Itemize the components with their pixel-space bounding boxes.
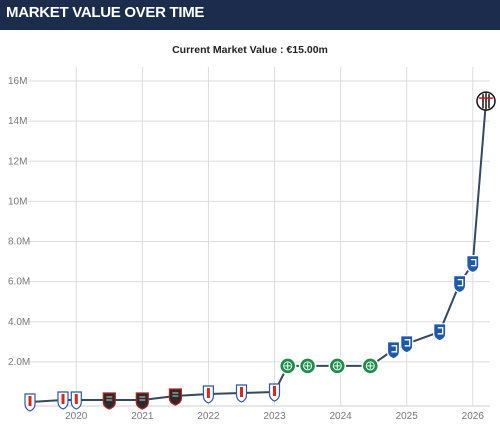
data-point[interactable] bbox=[433, 323, 447, 342]
celtic-crest-mark bbox=[304, 362, 311, 369]
celtic-crest-ring bbox=[365, 361, 375, 371]
data-point[interactable] bbox=[24, 393, 36, 412]
blue-crest-mark bbox=[437, 327, 444, 335]
celtic-crest-ring bbox=[303, 361, 313, 371]
french-crest-stripe bbox=[273, 386, 276, 396]
dark-crest-mark bbox=[106, 396, 113, 401]
french-crest-stripe bbox=[240, 387, 243, 397]
y-tick-label: 16M bbox=[8, 76, 27, 87]
celtic-crest-ring bbox=[283, 361, 293, 371]
data-point[interactable] bbox=[453, 275, 467, 294]
y-tick-label: 12M bbox=[8, 156, 27, 167]
x-tick-label: 2023 bbox=[263, 411, 286, 422]
y-tick-label: 4.0M bbox=[8, 317, 30, 328]
data-points bbox=[24, 91, 496, 412]
blue-crest-mark bbox=[391, 345, 398, 353]
french-crest-stripe bbox=[28, 396, 32, 406]
blue-crest-icon bbox=[386, 341, 401, 360]
y-tick-label: 10M bbox=[8, 196, 27, 207]
french-crest-stripe bbox=[61, 394, 65, 404]
data-point[interactable] bbox=[278, 357, 297, 375]
french-crest-stripe bbox=[74, 394, 78, 404]
data-point[interactable] bbox=[328, 357, 347, 375]
header-bar: MARKET VALUE OVER TIME bbox=[0, 0, 500, 30]
grid-layer bbox=[28, 67, 490, 407]
data-point[interactable] bbox=[70, 391, 82, 410]
x-axis: 2020 2021 2022 2023 2024 2025 2026 bbox=[65, 411, 484, 422]
blue-crest-icon bbox=[400, 335, 414, 354]
market-value-line bbox=[29, 101, 487, 403]
data-point[interactable] bbox=[361, 357, 380, 375]
data-point[interactable] bbox=[386, 341, 401, 360]
data-point[interactable] bbox=[135, 392, 149, 410]
x-tick-label: 2020 bbox=[65, 411, 88, 422]
data-point[interactable] bbox=[476, 91, 496, 111]
celtic-crest-mark bbox=[367, 362, 374, 369]
blue-crest-mark bbox=[457, 278, 464, 287]
y-axis: 2.0M 4.0M 6.0M 8.0M 10M 12M 14M 16M bbox=[8, 76, 30, 368]
data-point[interactable] bbox=[168, 388, 182, 406]
current-market-value: Current Market Value : €15.00m bbox=[172, 44, 328, 56]
blue-crest-icon bbox=[466, 255, 480, 274]
blue-crest-mark bbox=[470, 258, 477, 267]
bw-crest-stripes bbox=[482, 93, 490, 110]
dark-crest-icon bbox=[102, 392, 116, 410]
blue-crest-mark bbox=[404, 339, 411, 347]
x-tick-label: 2025 bbox=[396, 411, 419, 422]
x-tick-label: 2022 bbox=[197, 411, 220, 422]
x-tick-label: 2024 bbox=[329, 411, 352, 422]
celtic-crest-mark bbox=[284, 362, 291, 369]
data-point[interactable] bbox=[102, 392, 116, 410]
y-tick-label: 6.0M bbox=[8, 277, 30, 288]
data-point[interactable] bbox=[400, 335, 414, 354]
y-tick-label: 8.0M bbox=[8, 237, 30, 248]
page-title: MARKET VALUE OVER TIME bbox=[6, 4, 205, 21]
data-point[interactable] bbox=[298, 357, 317, 375]
dark-crest-icon bbox=[135, 392, 149, 410]
blue-crest-icon bbox=[433, 323, 447, 342]
dark-crest-icon bbox=[168, 388, 182, 406]
data-point[interactable] bbox=[57, 391, 69, 410]
data-point[interactable] bbox=[268, 383, 281, 402]
blue-crest-icon bbox=[453, 275, 467, 294]
y-tick-label: 14M bbox=[8, 116, 27, 127]
dark-crest-mark bbox=[172, 392, 179, 397]
celtic-crest-ring bbox=[332, 361, 342, 371]
data-point[interactable] bbox=[202, 385, 214, 404]
dark-crest-mark bbox=[139, 396, 146, 401]
celtic-crest-mark bbox=[334, 362, 341, 369]
data-point[interactable] bbox=[235, 384, 248, 403]
y-tick-label: 2.0M bbox=[8, 357, 30, 368]
french-crest-stripe bbox=[206, 388, 210, 398]
data-point[interactable] bbox=[466, 255, 480, 274]
x-tick-label: 2021 bbox=[131, 411, 154, 422]
x-tick-label: 2026 bbox=[462, 411, 485, 422]
